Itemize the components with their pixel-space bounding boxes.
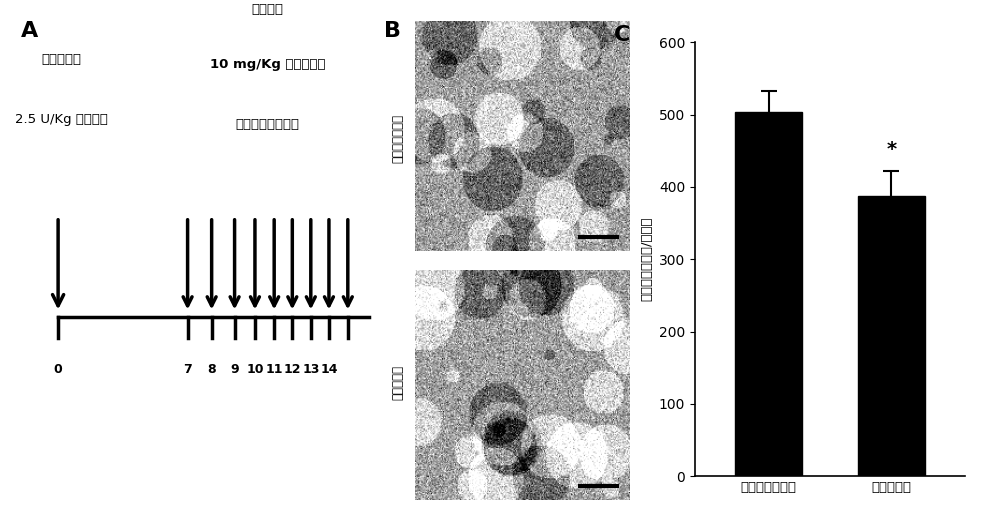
Text: 气管内注射: 气管内注射 (42, 53, 82, 66)
Text: 10: 10 (246, 362, 264, 376)
Text: 0: 0 (54, 362, 62, 376)
Text: A: A (21, 21, 38, 41)
Text: 14: 14 (320, 362, 338, 376)
Text: B: B (384, 21, 401, 41)
Text: 或缧甲基纤维素钓: 或缧甲基纤维素钓 (236, 118, 300, 131)
Text: 8: 8 (207, 362, 216, 376)
Text: 10 mg/Kg 盐酸石蓜碕: 10 mg/Kg 盐酸石蓜碕 (210, 58, 325, 71)
Text: 2.5 U/Kg 博来霉素: 2.5 U/Kg 博来霉素 (15, 113, 108, 126)
Text: 13: 13 (302, 362, 319, 376)
Text: 盐酸石蓜碕: 盐酸石蓜碕 (392, 365, 404, 400)
Text: *: * (886, 140, 896, 159)
Text: 11: 11 (265, 362, 283, 376)
Bar (735, 113, 802, 476)
Text: 7: 7 (183, 362, 192, 376)
Text: 缧甲基纤维素钓: 缧甲基纤维素钓 (392, 114, 404, 163)
Y-axis label: 羟脲氨酸（微克/右肺）: 羟脲氨酸（微克/右肺） (640, 217, 653, 302)
Bar (858, 196, 925, 476)
Text: C: C (614, 25, 630, 45)
Text: 9: 9 (230, 362, 239, 376)
Text: 腹腔注射: 腹腔注射 (252, 3, 284, 16)
Text: 12: 12 (284, 362, 301, 376)
